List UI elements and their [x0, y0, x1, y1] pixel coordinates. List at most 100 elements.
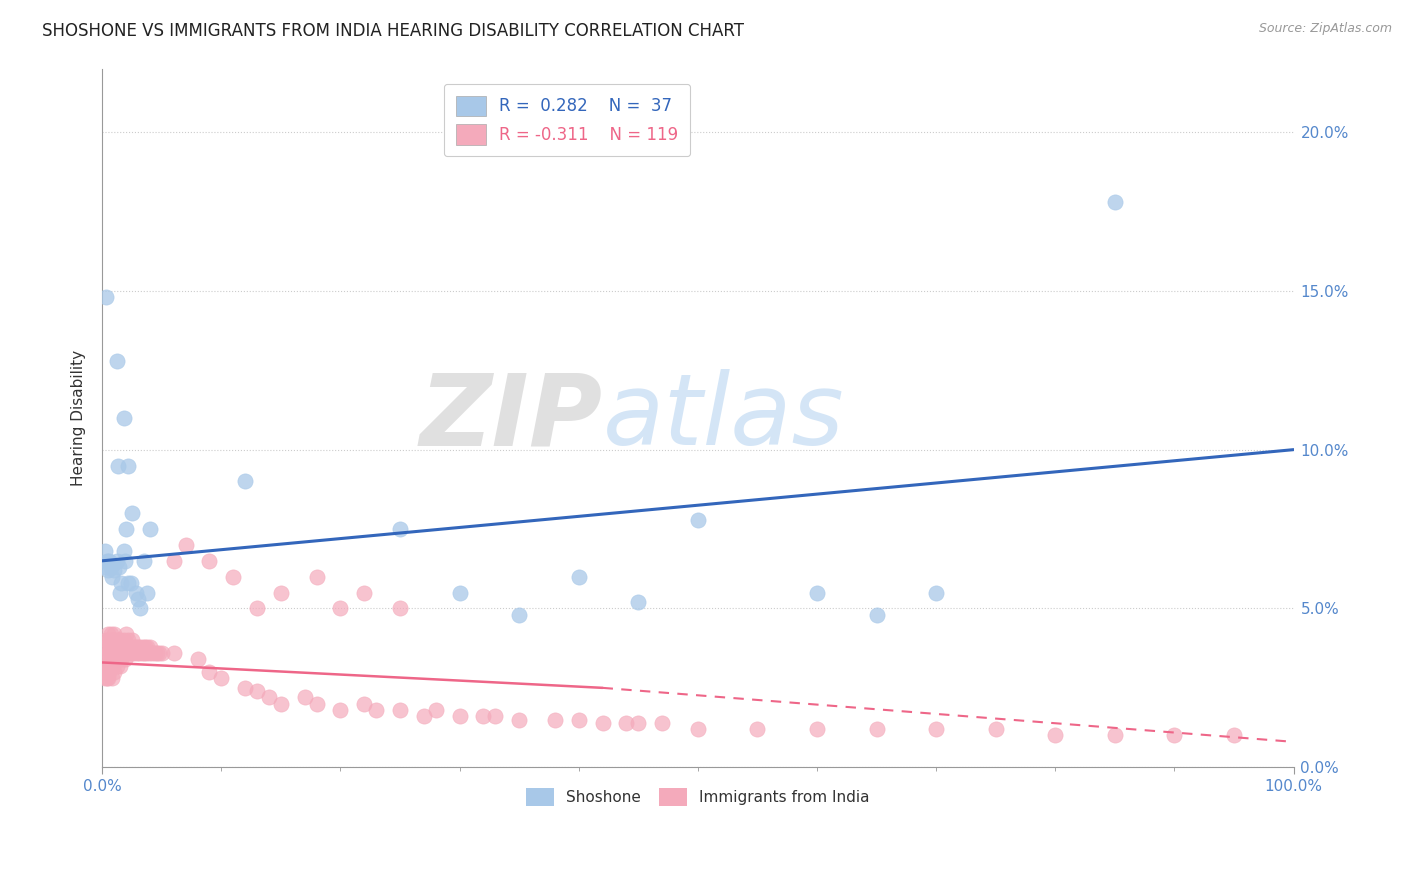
Point — [592, 715, 614, 730]
Point — [115, 640, 138, 654]
Point — [115, 627, 138, 641]
Point — [135, 646, 157, 660]
Point — [129, 601, 152, 615]
Point — [686, 512, 709, 526]
Point — [108, 646, 131, 660]
Point — [96, 671, 118, 685]
Point — [128, 646, 150, 660]
Point — [246, 684, 269, 698]
Point — [93, 671, 115, 685]
Y-axis label: Hearing Disability: Hearing Disability — [72, 350, 86, 486]
Point — [1104, 729, 1126, 743]
Point — [107, 652, 129, 666]
Point — [110, 640, 132, 654]
Point — [107, 640, 129, 654]
Point — [472, 709, 495, 723]
Point — [110, 652, 132, 666]
Legend: Shoshone, Immigrants from India: Shoshone, Immigrants from India — [517, 779, 879, 815]
Point — [544, 713, 567, 727]
Point — [616, 715, 638, 730]
Point — [806, 722, 828, 736]
Point — [132, 554, 155, 568]
Point — [100, 658, 122, 673]
Point — [104, 640, 127, 654]
Point — [389, 703, 412, 717]
Point — [108, 633, 131, 648]
Point — [246, 601, 269, 615]
Point — [127, 591, 149, 606]
Point — [117, 576, 139, 591]
Point — [103, 665, 125, 679]
Point — [389, 601, 412, 615]
Point — [209, 671, 232, 685]
Point — [100, 570, 122, 584]
Point — [112, 646, 135, 660]
Point — [97, 627, 120, 641]
Point — [412, 709, 434, 723]
Point — [186, 652, 208, 666]
Point — [163, 554, 186, 568]
Point — [105, 353, 128, 368]
Point — [508, 607, 530, 622]
Point — [121, 633, 143, 648]
Point — [108, 646, 131, 660]
Point — [101, 557, 124, 571]
Point — [127, 640, 149, 654]
Point — [94, 633, 117, 648]
Point — [94, 560, 117, 574]
Point — [125, 646, 148, 660]
Point — [294, 690, 316, 705]
Point — [117, 633, 139, 648]
Point — [122, 640, 145, 654]
Point — [925, 585, 948, 599]
Point — [865, 722, 887, 736]
Point — [105, 554, 128, 568]
Point — [117, 646, 139, 660]
Point — [134, 640, 156, 654]
Point — [366, 703, 388, 717]
Point — [114, 652, 136, 666]
Point — [132, 646, 155, 660]
Point — [1045, 729, 1067, 743]
Text: ZIP: ZIP — [419, 369, 603, 467]
Point — [1223, 729, 1246, 743]
Point — [139, 640, 162, 654]
Point — [110, 576, 132, 591]
Point — [93, 658, 115, 673]
Point — [198, 554, 221, 568]
Point — [100, 627, 122, 641]
Point — [627, 715, 650, 730]
Point — [651, 715, 673, 730]
Point — [143, 646, 166, 660]
Point — [104, 652, 127, 666]
Point — [120, 646, 142, 660]
Point — [124, 646, 146, 660]
Point — [107, 458, 129, 473]
Point — [449, 709, 471, 723]
Point — [98, 665, 121, 679]
Point — [100, 646, 122, 660]
Point — [98, 554, 121, 568]
Point — [150, 646, 173, 660]
Point — [865, 607, 887, 622]
Point — [101, 646, 124, 660]
Point — [129, 640, 152, 654]
Point — [103, 627, 125, 641]
Point — [112, 544, 135, 558]
Point — [270, 585, 292, 599]
Point — [115, 522, 138, 536]
Point — [139, 522, 162, 536]
Point — [568, 713, 591, 727]
Point — [114, 554, 136, 568]
Point — [115, 646, 138, 660]
Point — [97, 563, 120, 577]
Point — [1163, 729, 1185, 743]
Point — [101, 633, 124, 648]
Point — [806, 585, 828, 599]
Point — [222, 570, 245, 584]
Point — [108, 633, 131, 648]
Point — [100, 633, 122, 648]
Point — [105, 633, 128, 648]
Point — [627, 595, 650, 609]
Point — [389, 522, 412, 536]
